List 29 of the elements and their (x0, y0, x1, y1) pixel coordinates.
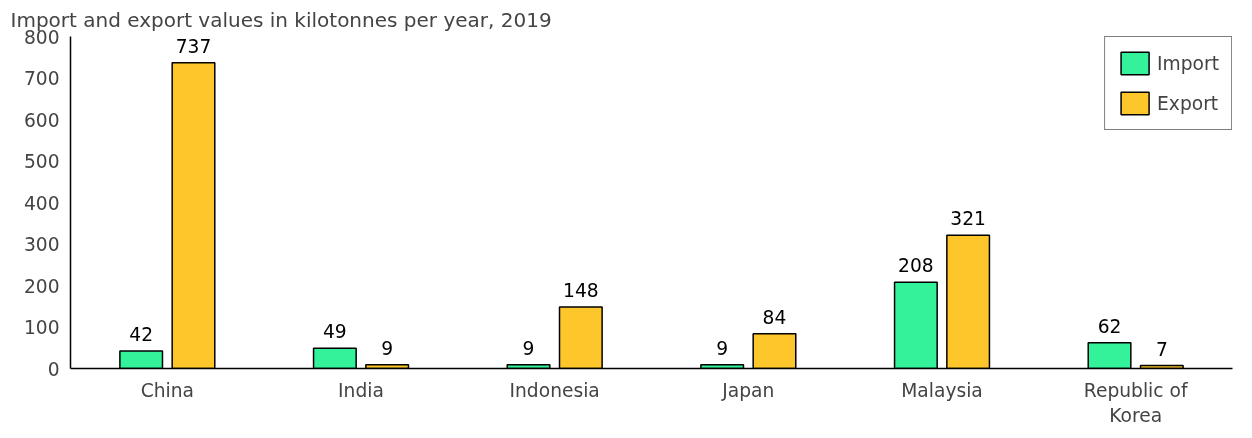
data-label: 84 (762, 306, 787, 328)
y-tick-label: 300 (23, 234, 60, 255)
y-tick-label: 700 (23, 68, 60, 89)
x-tick-label: India (338, 379, 384, 401)
chart-title: Import and export values in kilotonnes per year, 2019 (10, 7, 552, 32)
legend-label: Export (1157, 92, 1219, 114)
data-label: 321 (950, 208, 986, 230)
x-tick-label: Indonesia (509, 379, 600, 401)
data-label: 7 (1155, 338, 1168, 360)
x-tick-label: Republic of Korea (1083, 379, 1188, 426)
data-label: 148 (563, 280, 599, 302)
x-tick-label: Japan (721, 379, 775, 401)
y-tick-label: 100 (23, 317, 60, 338)
y-tick-label: 600 (23, 109, 60, 131)
y-tick-label: 0 (47, 358, 60, 380)
data-label: 42 (129, 324, 154, 346)
data-label: 9 (716, 337, 729, 359)
data-label: 737 (175, 35, 212, 57)
x-tick-label: China (140, 379, 194, 401)
legend-label: Import (1157, 52, 1219, 74)
data-label: 9 (522, 337, 535, 359)
data-label: 208 (898, 255, 934, 277)
y-tick-label: 200 (23, 275, 60, 297)
data-label: 9 (381, 337, 394, 359)
y-tick-label: 400 (23, 192, 60, 214)
data-label: 62 (1097, 315, 1122, 337)
x-tick-label: Malaysia (901, 379, 983, 401)
data-label: 49 (322, 321, 347, 343)
y-tick-label: 500 (23, 151, 60, 172)
